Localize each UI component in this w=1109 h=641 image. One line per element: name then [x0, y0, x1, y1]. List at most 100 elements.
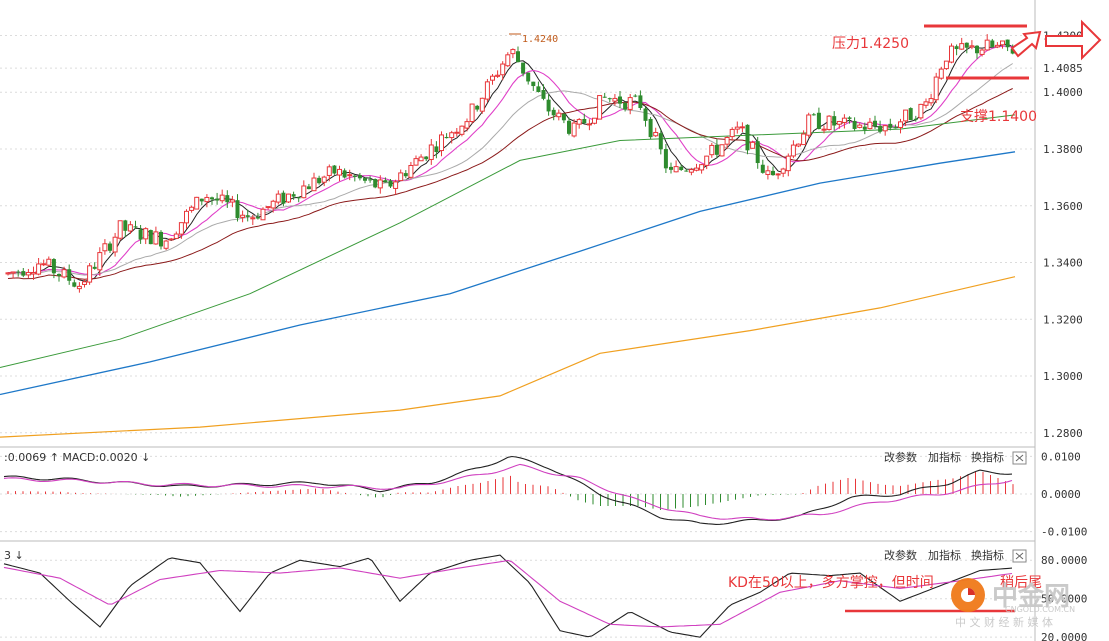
candle-body [148, 230, 153, 245]
macd-close-icon[interactable] [1012, 451, 1027, 465]
candle-body [826, 115, 832, 130]
candle-body [301, 185, 307, 199]
y-tick-label: 1.3200 [1043, 313, 1083, 326]
candle-body [734, 126, 740, 130]
candle-body [240, 214, 246, 218]
candle-body [531, 81, 536, 87]
candle-body [526, 72, 531, 82]
y-tick-label: 50.0000 [1041, 593, 1087, 606]
candlestick-series [5, 34, 1015, 293]
candle-body [143, 228, 149, 240]
candle-body [265, 206, 271, 209]
candle-body [168, 238, 174, 241]
candle-body [87, 265, 93, 283]
candle-body [173, 233, 179, 239]
candle-body [184, 210, 189, 224]
candle-body [627, 97, 633, 110]
candle-body [408, 164, 414, 178]
candle-body [938, 68, 944, 79]
candle-body [964, 42, 969, 48]
candle-body [765, 170, 771, 175]
candle-body [975, 45, 979, 54]
candle-body [638, 95, 643, 109]
candle-body [857, 124, 863, 128]
candle-body [363, 178, 367, 181]
candle-body [321, 176, 327, 183]
watermark-title: 中金网 [992, 581, 1070, 612]
candle-body [337, 168, 342, 176]
candle-body [724, 136, 730, 145]
support-annotation: 支撑1.1400 [946, 76, 1037, 125]
y-tick-label: 1.4085 [1043, 62, 1083, 75]
candle-body [836, 120, 842, 125]
right-arrow-icon [1045, 19, 1102, 61]
y-tick-label: 0.0000 [1041, 488, 1081, 501]
resistance-annotation: 压力1.4250 [832, 24, 1027, 52]
candle-body [377, 179, 383, 189]
peak-label: 1.4240 [522, 34, 558, 45]
kd-annotation-tail: 稍后尾 [1000, 575, 1042, 591]
candle-body [745, 124, 750, 151]
moving-average-line [7, 43, 1013, 282]
kd-header: 3 ↓ [4, 549, 24, 562]
candle-body [755, 141, 760, 164]
candle-body [561, 113, 566, 121]
candle-body [567, 120, 571, 134]
candle-body [189, 206, 195, 211]
kd-gridlines: 80.0000 50.0000 20.0000 [0, 554, 1087, 641]
candle-body [286, 193, 291, 203]
candle-body [612, 97, 618, 102]
candle-body [541, 90, 546, 99]
candle-body [694, 167, 699, 171]
watermark-slogan: 中 文 财 经 新 媒 体 [955, 615, 1053, 629]
candle-body [352, 175, 357, 177]
candle-body [413, 158, 419, 166]
kd-switch-indicator-button[interactable]: 换指标 [971, 548, 1004, 562]
candle-body [623, 102, 628, 110]
candle-body [714, 144, 719, 155]
candle-body [449, 132, 455, 139]
candle-body [199, 198, 204, 202]
candle-body [393, 181, 399, 189]
y-tick-label: 1.3400 [1043, 257, 1083, 270]
candle-body [633, 95, 638, 97]
moving-average-line [0, 151, 1016, 396]
candle-body [658, 133, 663, 150]
candle-body [979, 49, 985, 55]
candle-body [878, 125, 883, 132]
candle-body [388, 180, 393, 187]
candle-body [260, 208, 266, 221]
kd-edit-params-button[interactable]: 改参数 [884, 548, 917, 562]
candle-body [296, 197, 301, 199]
candle-body [816, 112, 821, 129]
candle-body [368, 179, 373, 181]
y-tick-label: 1.3000 [1043, 370, 1083, 383]
candle-body [215, 198, 220, 201]
candle-body [97, 252, 103, 271]
kd-annotation: KD在50以上，多方掌控，但时间 [728, 574, 934, 591]
kd-add-indicator-button[interactable]: 加指标 [928, 548, 961, 562]
candle-body [586, 123, 592, 126]
candle-body [464, 121, 470, 129]
candle-body [832, 116, 837, 126]
y-tick-label: -0.0100 [1041, 526, 1087, 539]
candle-body [225, 195, 230, 203]
macd-edit-params-button[interactable]: 改参数 [884, 450, 917, 464]
candle-body [796, 143, 801, 147]
candle-body [663, 149, 668, 169]
moving-average-line [0, 114, 1016, 368]
candle-body [459, 125, 465, 135]
macd-add-indicator-button[interactable]: 加指标 [928, 450, 961, 464]
candle-body [347, 174, 353, 177]
macd-switch-indicator-button[interactable]: 换指标 [971, 450, 1004, 464]
candle-body [159, 231, 163, 247]
candle-body [521, 62, 526, 74]
candle-body [41, 263, 47, 266]
candle-body [576, 119, 582, 125]
y-tick-label: 1.3800 [1043, 143, 1083, 156]
kd-close-icon[interactable] [1012, 549, 1027, 563]
candle-body [72, 282, 77, 287]
candle-body [245, 215, 250, 217]
candle-body [428, 144, 434, 160]
candle-body [709, 144, 715, 156]
